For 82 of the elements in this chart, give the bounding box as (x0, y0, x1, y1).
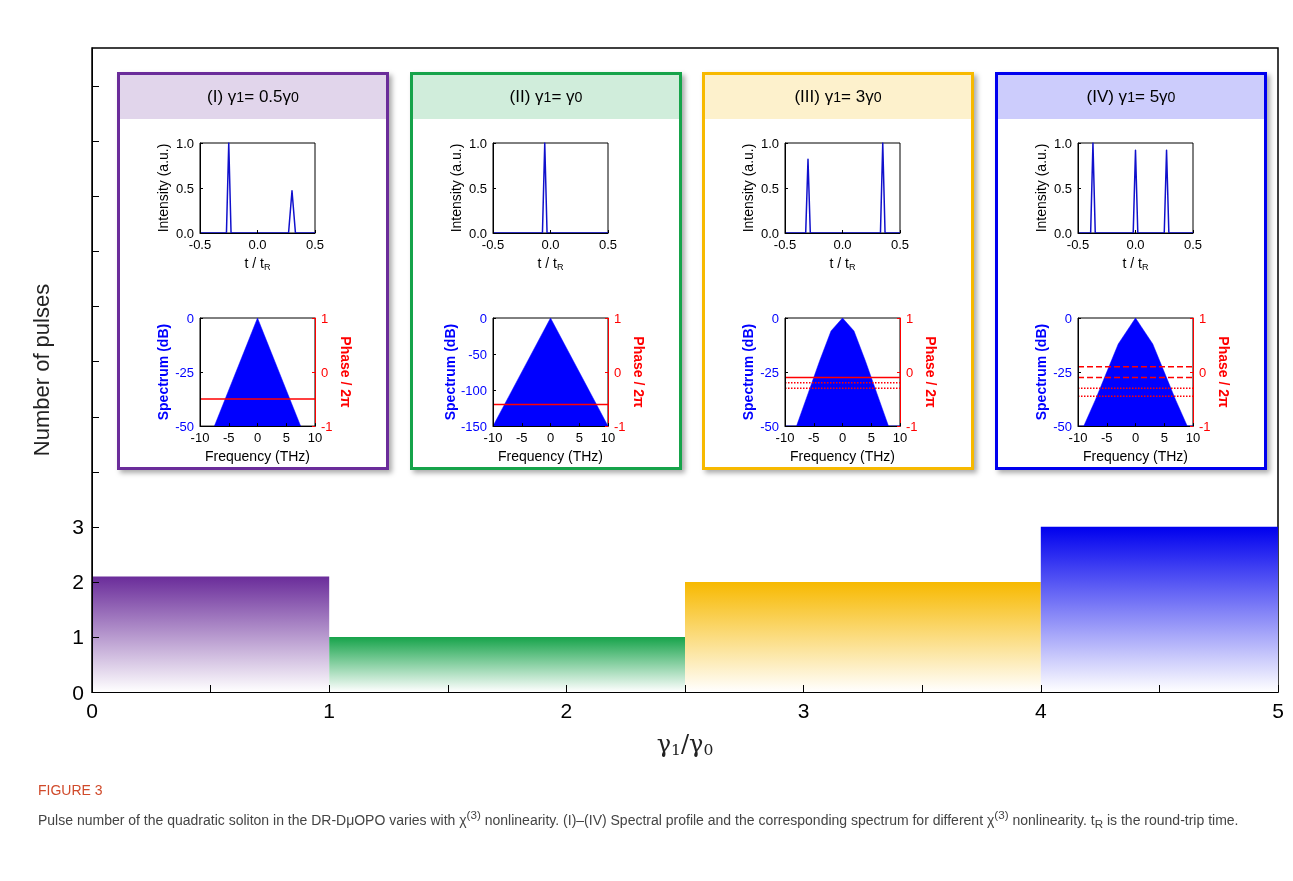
x-tick-label: 0.5 (305, 237, 325, 252)
x-tick-label: 0 (1131, 430, 1140, 446)
y-tick-label: 1.0 (468, 135, 487, 151)
y2-axis-title: Phase / 2π (1216, 336, 1232, 409)
y-tick-label: 0 (1064, 310, 1072, 326)
y2-tick-label: 0 (906, 364, 914, 380)
y-tick-label: 1.0 (760, 135, 779, 151)
x-axis-title: Frequency (THz) (1082, 448, 1189, 464)
y-tick-label: 0.5 (175, 180, 194, 196)
y-axis-title: Spectrum (dB) (740, 323, 756, 421)
y-axis-title: Spectrum (dB) (442, 323, 459, 421)
y2-tick-label: 1 (1199, 310, 1207, 326)
y-tick-label: 0 (771, 310, 779, 326)
x-tick-label: 0.0 (833, 237, 852, 252)
x-tick-label: -5 (807, 430, 820, 446)
x-tick-label: 0.0 (541, 237, 560, 252)
x-tick-label: 5 (282, 430, 290, 446)
x-tick-label: 0 (253, 430, 262, 446)
y2-tick-label: -1 (1199, 418, 1211, 434)
x-tick-label: 0.5 (598, 237, 618, 252)
x-tick-label: 10 (600, 430, 616, 446)
x-tick-label: 0.5 (1183, 237, 1203, 252)
x-tick-label: -5 (515, 430, 528, 446)
x-axis-title: Frequency (THz) (789, 448, 896, 464)
y2-tick-label: -1 (321, 418, 333, 434)
x-tick-label: 5 (1160, 430, 1168, 446)
x-tick-label: 5 (867, 430, 875, 446)
y-axis-title: Spectrum (dB) (1033, 323, 1049, 421)
y-axis-title: Intensity (a.u.) (1033, 143, 1049, 233)
x-tick-label: 0.0 (248, 237, 267, 252)
y-tick-label: -25 (1053, 364, 1072, 380)
y-tick-label: 3 (72, 515, 84, 539)
y2-tick-label: 0 (1199, 364, 1207, 380)
y2-tick-label: 1 (614, 310, 622, 326)
x-tick-label: 0.5 (890, 237, 910, 252)
x-tick-label: -5 (222, 430, 235, 446)
y2-axis-title: Phase / 2π (338, 336, 354, 409)
caption: FIGURE 3 (38, 782, 104, 798)
y-tick-label: 0 (72, 680, 84, 704)
x-tick-label: 0 (838, 430, 847, 446)
y-tick-label: 1 (72, 625, 84, 649)
text: Pulse number of the quadratic soliton in the DR-DμOPO varies with χ$^{(3)}$ nonlinearity. (I)–(IV) Spectral profile and the corresponding spectrum for different χ$^{(3)}$ nonlinearity. t$_{R}$ is the round-trip time. (38, 808, 1240, 831)
y2-axis-title: Phase / 2π (631, 336, 647, 409)
x-tick-label: 0.0 (1126, 237, 1145, 252)
y2-tick-label: 1 (321, 310, 329, 326)
y-axis-title: Intensity (a.u.) (448, 143, 464, 233)
x-axis-title: Frequency (THz) (497, 448, 604, 464)
y-tick-label: -25 (760, 364, 779, 380)
y-axis-title: Intensity (a.u.) (155, 143, 171, 233)
x-tick-label: 3 (797, 699, 810, 722)
y2-tick-label: -1 (614, 418, 626, 434)
x-tick-label: 0 (546, 430, 555, 446)
y-tick-label: 0.5 (760, 180, 779, 196)
x-tick-label: 10 (892, 430, 908, 446)
x-tick-label: 5 (575, 430, 583, 446)
y-tick-label: -100 (460, 382, 487, 398)
y2-tick-label: -1 (906, 418, 918, 434)
x-tick-label: 2 (560, 699, 573, 722)
y2-tick-label: 0 (614, 364, 622, 380)
x-tick-label: 10 (307, 430, 323, 446)
y-tick-label: 1.0 (1053, 135, 1072, 151)
x-axis-title: Frequency (THz) (204, 448, 311, 464)
x-tick-label: 10 (1185, 430, 1201, 446)
y2-tick-label: 1 (906, 310, 914, 326)
y-tick-label: 1.0 (175, 135, 194, 151)
y-axis-title: Spectrum (dB) (155, 323, 171, 421)
y-tick-label: 0 (479, 310, 487, 326)
y-tick-label: -25 (175, 364, 194, 380)
y-tick-label: 2 (72, 570, 84, 594)
y-tick-label: 0 (186, 310, 194, 326)
x-tick-label: 1 (323, 699, 336, 722)
x-tick-label: 5 (1272, 699, 1284, 722)
y2-tick-label: 0 (321, 364, 329, 380)
x-tick-label: 0 (86, 699, 98, 722)
y-tick-label: 0.5 (1053, 180, 1072, 196)
y2-axis-title: Phase / 2π (923, 336, 939, 409)
y-axis-title: Intensity (a.u.) (740, 143, 756, 233)
y-axis-title: Number of pulses (28, 283, 54, 457)
y-tick-label: -50 (468, 346, 487, 362)
x-tick-label: 4 (1034, 699, 1047, 722)
y-tick-label: 0.5 (468, 180, 487, 196)
x-tick-label: -5 (1100, 430, 1113, 446)
